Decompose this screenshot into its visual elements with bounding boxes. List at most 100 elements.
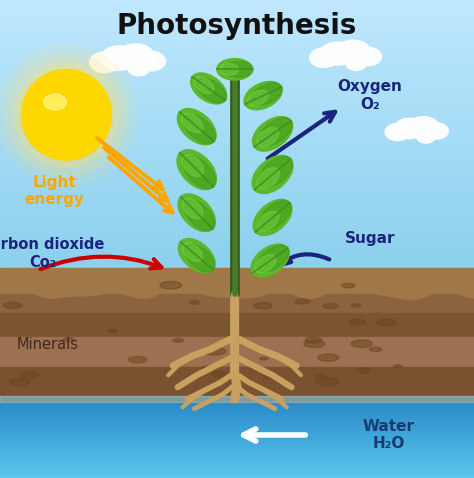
- Bar: [0, 73, 474, 78]
- Ellipse shape: [203, 347, 226, 355]
- Ellipse shape: [177, 109, 216, 145]
- Ellipse shape: [184, 200, 215, 231]
- Bar: [0, 229, 474, 235]
- Bar: [0, 432, 474, 435]
- Bar: [0, 406, 474, 409]
- Ellipse shape: [183, 114, 216, 144]
- Ellipse shape: [355, 47, 382, 65]
- Bar: [0, 29, 474, 34]
- Ellipse shape: [260, 357, 268, 360]
- Bar: [0, 414, 474, 417]
- Bar: [0, 367, 474, 402]
- Ellipse shape: [320, 42, 354, 65]
- Bar: [0, 434, 474, 437]
- Bar: [0, 107, 474, 113]
- Bar: [0, 445, 474, 447]
- Bar: [0, 195, 474, 201]
- Bar: [0, 0, 474, 5]
- Ellipse shape: [342, 283, 355, 288]
- Ellipse shape: [201, 366, 215, 371]
- Bar: [0, 4, 474, 10]
- Bar: [0, 87, 474, 93]
- Bar: [0, 210, 474, 216]
- Bar: [0, 409, 474, 412]
- Text: Water
H₂O: Water H₂O: [363, 419, 415, 451]
- Bar: [0, 38, 474, 44]
- Bar: [0, 68, 474, 74]
- Ellipse shape: [259, 200, 292, 230]
- Bar: [0, 449, 474, 453]
- Bar: [0, 416, 474, 419]
- Bar: [0, 234, 474, 240]
- Bar: [0, 278, 474, 284]
- Ellipse shape: [182, 243, 202, 261]
- Bar: [0, 200, 474, 206]
- Bar: [0, 447, 474, 450]
- Bar: [0, 127, 474, 132]
- Ellipse shape: [244, 81, 282, 110]
- Ellipse shape: [223, 61, 254, 77]
- Ellipse shape: [318, 354, 338, 361]
- Ellipse shape: [346, 55, 367, 70]
- Text: Light
energy: Light energy: [25, 175, 84, 207]
- Bar: [0, 283, 474, 289]
- Ellipse shape: [253, 117, 292, 151]
- Ellipse shape: [178, 194, 215, 231]
- Bar: [0, 151, 474, 157]
- Bar: [0, 273, 474, 279]
- Ellipse shape: [217, 59, 252, 80]
- Ellipse shape: [247, 90, 268, 106]
- Bar: [0, 121, 474, 128]
- Bar: [0, 215, 474, 220]
- Ellipse shape: [183, 156, 216, 189]
- Ellipse shape: [128, 357, 146, 363]
- Bar: [0, 161, 474, 167]
- Ellipse shape: [305, 337, 322, 343]
- Ellipse shape: [315, 375, 326, 379]
- Ellipse shape: [356, 368, 371, 373]
- Circle shape: [6, 54, 127, 176]
- Ellipse shape: [257, 245, 289, 272]
- Ellipse shape: [251, 244, 289, 277]
- Ellipse shape: [351, 304, 361, 307]
- Bar: [0, 136, 474, 142]
- Ellipse shape: [393, 365, 402, 368]
- Bar: [0, 475, 474, 478]
- Bar: [0, 185, 474, 191]
- Bar: [0, 403, 474, 407]
- Bar: [0, 156, 474, 162]
- Bar: [0, 244, 474, 250]
- Bar: [0, 288, 474, 294]
- Ellipse shape: [259, 118, 292, 146]
- Ellipse shape: [304, 340, 325, 348]
- Bar: [0, 429, 474, 432]
- Bar: [0, 401, 474, 404]
- Ellipse shape: [117, 44, 155, 70]
- Ellipse shape: [253, 199, 292, 236]
- Bar: [0, 467, 474, 470]
- Bar: [0, 102, 474, 108]
- Bar: [0, 175, 474, 181]
- Bar: [0, 146, 474, 152]
- Ellipse shape: [264, 375, 273, 378]
- Ellipse shape: [128, 60, 150, 76]
- Ellipse shape: [160, 282, 182, 289]
- Bar: [0, 53, 474, 59]
- Bar: [0, 472, 474, 476]
- Bar: [0, 462, 474, 465]
- Ellipse shape: [182, 113, 203, 133]
- Bar: [0, 465, 474, 468]
- Bar: [0, 19, 474, 24]
- Ellipse shape: [178, 239, 215, 273]
- Bar: [0, 442, 474, 445]
- Bar: [0, 239, 474, 245]
- Text: Sugar: Sugar: [345, 231, 395, 247]
- Ellipse shape: [252, 155, 293, 194]
- Bar: [0, 219, 474, 226]
- Ellipse shape: [425, 123, 448, 139]
- Bar: [0, 268, 474, 296]
- Ellipse shape: [417, 130, 436, 143]
- Ellipse shape: [323, 304, 338, 309]
- Bar: [0, 43, 474, 49]
- Bar: [0, 437, 474, 440]
